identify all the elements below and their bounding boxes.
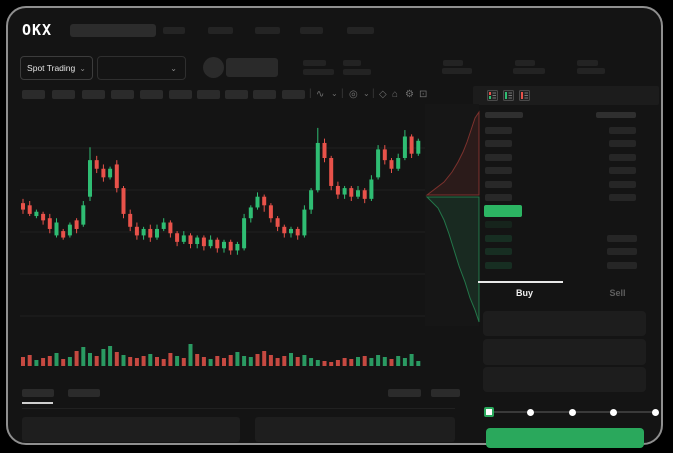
timeframe-button-placeholder[interactable] [253,90,276,99]
ask-price-placeholder[interactable] [485,127,512,134]
timeframe-button-placeholder[interactable] [52,90,75,99]
ticker-stat-placeholder [443,60,463,66]
slider-stop-dot[interactable] [568,408,576,416]
bottom-tab-placeholder[interactable] [22,389,54,397]
settings-gear-icon[interactable]: ⚙ [405,89,414,100]
draw-tool-icon[interactable]: ◇ [379,89,387,100]
bid-amount-placeholder [607,261,637,269]
ask-amount-placeholder [609,194,636,201]
ask-price-placeholder[interactable] [485,180,512,188]
pair-name-placeholder [226,58,278,77]
timeframe-button-placeholder[interactable] [169,90,192,99]
ask-amount-placeholder [609,127,636,134]
bottom-tab-placeholder[interactable] [68,389,100,397]
bid-price-placeholder[interactable] [485,221,512,228]
ask-price-placeholder[interactable] [485,140,512,148]
market-type-selector[interactable]: Spot Trading ⌄ [20,56,93,80]
pair-logo-avatar [203,57,224,78]
slider-stop-dot[interactable] [651,408,659,416]
ask-amount-placeholder [609,140,636,148]
orderbook-header-placeholder [596,112,636,118]
search-bar-placeholder[interactable] [70,24,156,37]
ticker-stat-placeholder [303,69,334,75]
ask-amount-placeholder [609,167,636,175]
timeframe-button-placeholder[interactable] [22,90,45,99]
timeframe-button-placeholder[interactable] [82,90,105,99]
nav-item-placeholder[interactable] [347,27,374,34]
bottom-active-tab-indicator [22,402,53,404]
market-type-label: Spot Trading [27,63,76,73]
ask-price-placeholder[interactable] [485,194,512,201]
ask-price-placeholder[interactable] [485,167,512,175]
nav-item-placeholder[interactable] [208,27,233,34]
ask-amount-placeholder [609,153,636,161]
tab-buy[interactable]: Buy [515,288,533,298]
chevron-down-icon: ⌄ [170,63,177,73]
bid-price-placeholder[interactable] [485,261,512,269]
tab-sell[interactable]: Sell [609,288,626,298]
ticker-stat-placeholder [577,60,598,66]
ticker-stat-placeholder [515,60,535,66]
divider [22,408,455,409]
ticker-stat-placeholder [343,69,371,75]
amount-input-placeholder[interactable] [483,339,646,365]
ticker-stat-placeholder [513,68,545,74]
orderbook-split-view-icon[interactable] [487,90,498,101]
ticker-stat-placeholder [343,60,361,66]
slider-handle[interactable] [484,407,494,417]
orderbook-bids-view-icon[interactable] [503,90,514,101]
active-tab-indicator [478,281,563,283]
ticker-stat-placeholder [577,68,605,74]
slider-stop-dot[interactable] [527,408,534,416]
chevron-down-icon[interactable]: ⌄ [363,89,370,98]
timeframe-button-placeholder[interactable] [197,90,220,99]
last-price-highlight [484,205,522,217]
nav-item-placeholder[interactable] [163,27,185,34]
orderbook-asks-view-icon[interactable] [519,90,530,101]
pair-selector[interactable]: ⌄ [97,56,186,80]
order-history-placeholder [255,417,455,442]
orderbook-toolbar [473,86,659,105]
okx-logo: OKX [22,21,53,39]
fullscreen-icon[interactable]: ⊡ [419,89,428,100]
bid-price-placeholder[interactable] [485,248,512,255]
buy-submit-button[interactable] [486,428,644,448]
candlestick-chart[interactable] [18,104,482,372]
price-input-placeholder[interactable] [483,311,646,336]
chevron-down-icon: ⌄ [79,63,86,73]
orderbook-header-placeholder [485,112,523,118]
bid-amount-placeholder [607,234,637,242]
bid-price-placeholder[interactable] [485,234,512,242]
slider-stop-dot[interactable] [610,408,617,416]
nav-item-placeholder[interactable] [300,27,323,34]
nav-item-placeholder[interactable] [255,27,280,34]
indicator-icon[interactable]: ◎ [349,89,358,100]
open-orders-placeholder [22,417,240,442]
ask-amount-placeholder [609,180,636,188]
timeframe-button-placeholder[interactable] [111,90,134,99]
chevron-down-icon[interactable]: ⌄ [331,89,338,98]
bid-amount-placeholder [607,248,637,255]
timeframe-button-placeholder[interactable] [282,90,305,99]
timeframe-button-placeholder[interactable] [225,90,248,99]
ticker-stat-placeholder [442,68,472,74]
bottom-action-placeholder[interactable] [388,389,421,397]
total-input-placeholder[interactable] [483,367,646,392]
bottom-action-placeholder[interactable] [431,389,460,397]
snapshot-icon[interactable]: ⌂ [392,89,399,100]
chart-style-icon[interactable]: ∿ [316,89,325,100]
ask-price-placeholder[interactable] [485,153,512,161]
ticker-stat-placeholder [303,60,326,66]
timeframe-button-placeholder[interactable] [140,90,163,99]
